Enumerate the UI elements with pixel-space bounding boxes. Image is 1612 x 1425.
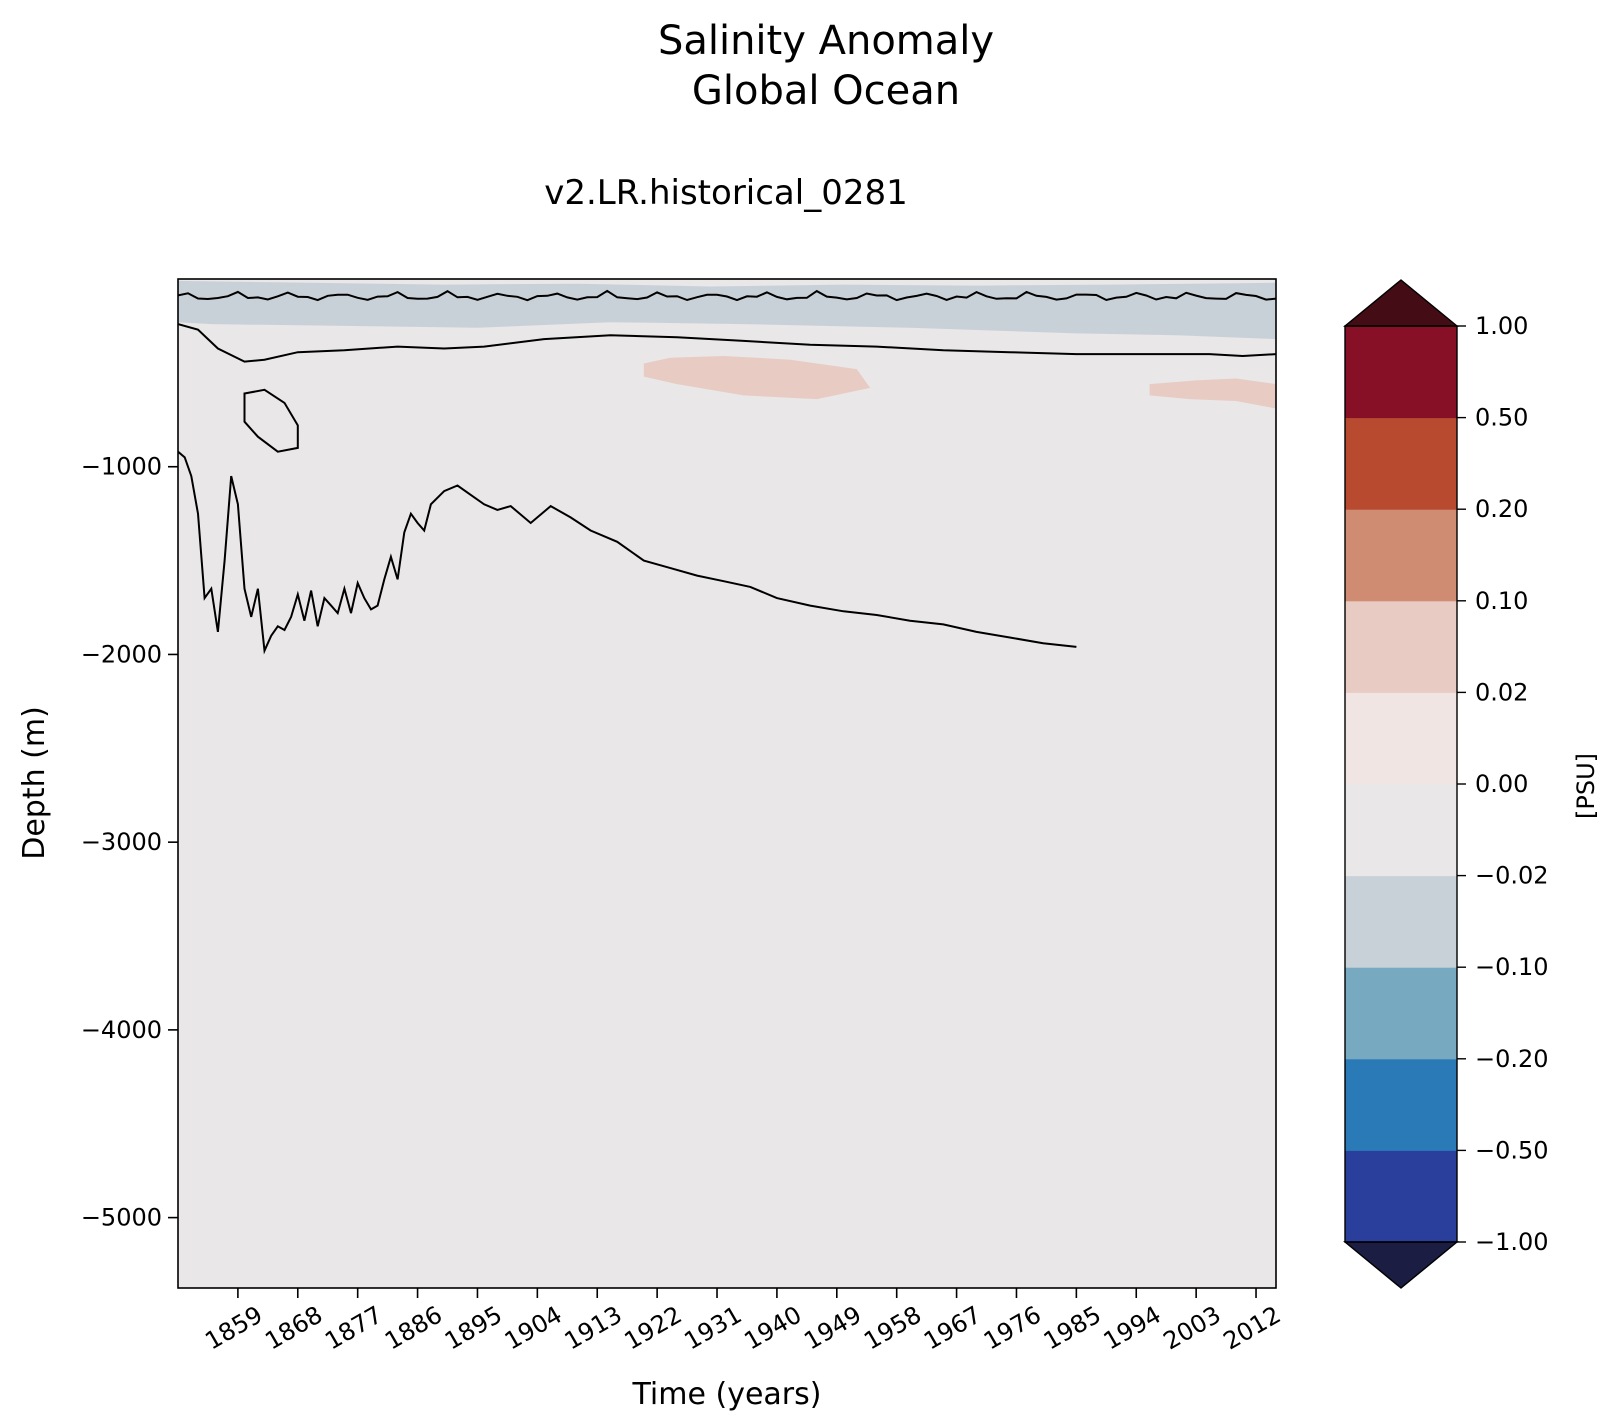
colorbar-tick-label: 0.50	[1475, 404, 1528, 432]
chart-subtitle: v2.LR.historical_0281	[544, 173, 908, 213]
y-axis: −1000 −2000 −3000 −4000 −5000	[81, 453, 178, 1232]
positive-patch-midcentury	[643, 356, 871, 400]
colorbar-segment	[1345, 875, 1457, 968]
contour-loop	[243, 388, 299, 453]
plot-area	[178, 279, 1276, 1288]
x-tick-label: 2012	[1219, 1301, 1286, 1356]
x-tick-label: 1886	[380, 1301, 447, 1356]
x-tick-label: 1976	[979, 1301, 1046, 1356]
negative-anomaly-band	[178, 280, 1276, 340]
contour-line-shallow	[178, 323, 1276, 363]
colorbar-segment	[1345, 509, 1457, 602]
colorbar-tick-label: 0.02	[1475, 678, 1528, 706]
colorbar-tick-label: −0.10	[1475, 953, 1549, 981]
positive-patch-late	[1149, 378, 1276, 409]
x-tick-label: 1985	[1039, 1301, 1106, 1356]
colorbar-segment	[1345, 784, 1457, 877]
x-tick-label: 1949	[799, 1301, 866, 1356]
x-tick-label: 1895	[440, 1301, 507, 1356]
colorbar-extend-bottom	[1343, 1241, 1459, 1289]
colorbar-tick-label: −1.00	[1475, 1228, 1549, 1256]
colorbar-segment	[1345, 600, 1457, 693]
colorbar-tick-label: 1.00	[1475, 312, 1528, 340]
y-axis-label: Depth (m)	[17, 706, 52, 860]
colorbar-tick-label: −0.20	[1475, 1045, 1549, 1073]
plot-background-fill	[178, 279, 1276, 1288]
colorbar-segment	[1345, 417, 1457, 510]
y-tick-label: −4000	[81, 1016, 162, 1044]
y-tick-label: −5000	[81, 1204, 162, 1232]
colorbar-segment	[1345, 1058, 1457, 1151]
x-tick-label: 1931	[680, 1301, 747, 1356]
x-tick-label: 1913	[560, 1301, 627, 1356]
suptitle-line2: Global Ocean	[692, 68, 960, 114]
x-tick-label: 1877	[320, 1301, 387, 1356]
plot-frame	[177, 278, 1277, 1289]
x-axis: 1859186818771886189519041913192219311940…	[200, 1288, 1285, 1355]
colorbar-tick-label: 0.10	[1475, 587, 1528, 615]
contour-line-surface	[178, 289, 1276, 302]
y-tick-label: −3000	[81, 828, 162, 856]
x-tick-label: 1940	[739, 1301, 806, 1356]
colorbar-extend-top	[1343, 279, 1459, 327]
colorbar-segment	[1345, 692, 1457, 785]
contour-line-zero-deep	[178, 450, 1077, 655]
x-axis-label: Time (years)	[632, 1377, 822, 1412]
y-tick-label: −2000	[81, 640, 162, 668]
colorbar: −1.00 −0.50 −0.20 −0.10 −0.02 0.00 0.02 0.10 0.2…	[1343, 279, 1549, 1289]
suptitle-line1: Salinity Anomaly	[658, 18, 994, 64]
x-tick-label: 1922	[620, 1301, 687, 1356]
x-tick-label: 1904	[500, 1301, 567, 1356]
colorbar-tick-label: −0.50	[1475, 1136, 1549, 1164]
colorbar-segment	[1345, 967, 1457, 1060]
x-tick-label: 1994	[1099, 1301, 1166, 1356]
x-tick-label: 1868	[260, 1301, 327, 1356]
x-tick-label: 1859	[200, 1301, 267, 1356]
colorbar-tick-label: 0.00	[1475, 770, 1528, 798]
x-tick-label: 2003	[1159, 1301, 1226, 1356]
x-tick-label: 1967	[919, 1301, 986, 1356]
colorbar-tick-label: −0.02	[1475, 862, 1549, 890]
colorbar-segment	[1345, 326, 1457, 419]
colorbar-label: [PSU]	[1572, 753, 1600, 819]
colorbar-tick-label: 0.20	[1475, 495, 1528, 523]
y-tick-label: −1000	[81, 453, 162, 481]
colorbar-segment	[1345, 1150, 1457, 1243]
x-tick-label: 1958	[859, 1301, 926, 1356]
